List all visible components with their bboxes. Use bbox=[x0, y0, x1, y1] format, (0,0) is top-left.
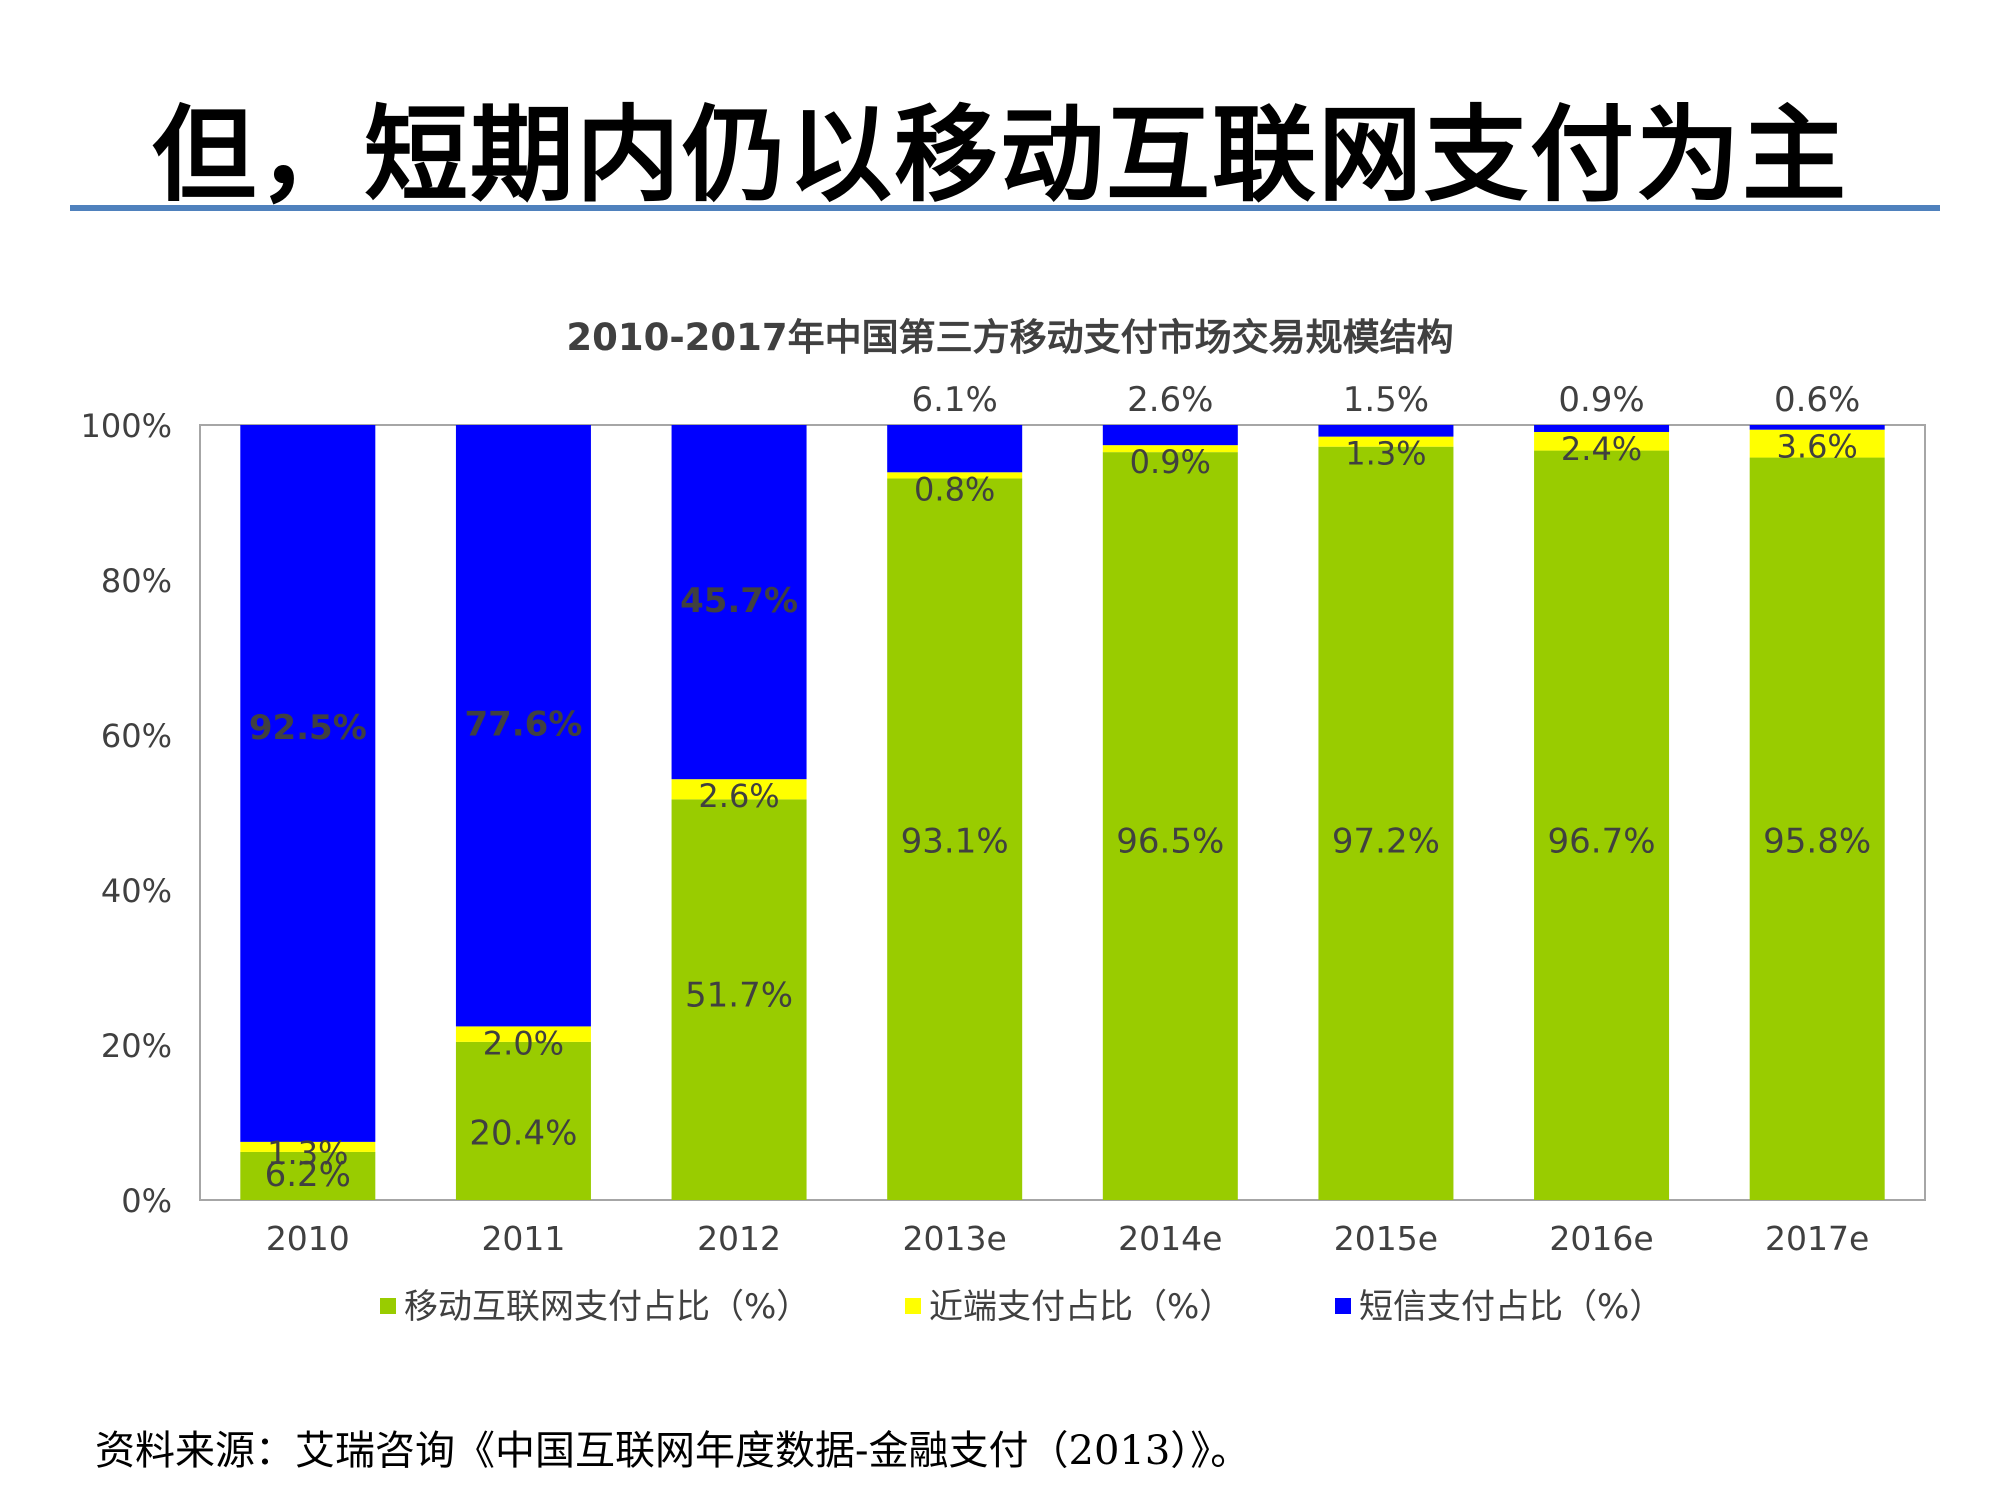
data-label: 0.9% bbox=[1558, 380, 1644, 420]
legend-label: 近端支付占比（%） bbox=[929, 1287, 1233, 1327]
x-axis: 2010 2011 2012 2013e 2014e 2015e 2016e 2017e bbox=[266, 1219, 1870, 1258]
chart-title: 2010-2017年中国第三方移动支付市场交易规模结构 bbox=[566, 316, 1453, 359]
legend: 移动互联网支付占比（%） 近端支付占比（%） 短信支付占比（%） bbox=[380, 1287, 1663, 1327]
legend-swatch bbox=[1335, 1298, 1351, 1314]
x-tick-label: 2017e bbox=[1765, 1219, 1869, 1258]
y-tick-label: 40% bbox=[101, 872, 172, 910]
data-label: 6.1% bbox=[911, 380, 997, 420]
data-labels: 6.2%1.3%92.5%20.4%2.0%77.6%51.7%2.6%45.7… bbox=[249, 380, 1871, 1195]
data-label: 92.5% bbox=[249, 708, 367, 748]
x-tick-label: 2010 bbox=[266, 1219, 350, 1258]
y-tick-label: 60% bbox=[101, 717, 172, 755]
data-label: 2.4% bbox=[1561, 430, 1642, 468]
x-tick-label: 2016e bbox=[1549, 1219, 1653, 1258]
y-tick-label: 20% bbox=[101, 1027, 172, 1065]
legend-swatch bbox=[380, 1298, 396, 1314]
bar-segment bbox=[1318, 436, 1454, 447]
data-label: 2.6% bbox=[1127, 380, 1213, 420]
x-tick-label: 2015e bbox=[1334, 1219, 1438, 1258]
title-divider bbox=[70, 205, 1940, 211]
y-tick-label: 80% bbox=[101, 562, 172, 600]
bar-segment bbox=[1102, 445, 1238, 453]
bars bbox=[240, 425, 1885, 1201]
bar-segment bbox=[240, 1141, 376, 1152]
stacked-bar-chart: 2010-2017年中国第三方移动支付市场交易规模结构 0% 20% 40% 60% 8… bbox=[81, 316, 1926, 1327]
data-label: 77.6% bbox=[464, 705, 582, 745]
bar-segment bbox=[1534, 431, 1670, 451]
y-tick-label: 100% bbox=[81, 407, 172, 445]
data-label: 1.5% bbox=[1343, 380, 1429, 420]
page-title: 但，短期内仍以移动互联网支付为主 bbox=[151, 94, 1848, 216]
data-label: 0.9% bbox=[1130, 443, 1211, 481]
legend-swatch bbox=[905, 1298, 921, 1314]
legend-label: 短信支付占比（%） bbox=[1359, 1287, 1663, 1327]
bar-segment bbox=[1102, 425, 1238, 446]
bar-segment bbox=[240, 425, 376, 1142]
plot-area-border bbox=[199, 424, 1926, 1201]
data-label: 51.7% bbox=[685, 975, 793, 1015]
bar-segment bbox=[1318, 446, 1454, 1200]
data-label: 96.7% bbox=[1548, 822, 1656, 862]
y-tick-label: 0% bbox=[121, 1182, 172, 1220]
bar-segment bbox=[455, 1026, 591, 1042]
source-note: 资料来源：艾瑞咨询《中国互联网年度数据-金融支付（2013）》。 bbox=[95, 1428, 1251, 1474]
data-label: 95.8% bbox=[1763, 822, 1871, 862]
bar-segment bbox=[887, 472, 1023, 479]
data-label: 1.3% bbox=[267, 1134, 348, 1172]
bar-segment bbox=[671, 425, 807, 780]
bar-segment bbox=[455, 1041, 591, 1200]
data-label: 6.2% bbox=[265, 1155, 351, 1195]
data-label: 2.0% bbox=[483, 1024, 564, 1062]
bar-segment bbox=[1749, 457, 1885, 1200]
data-label: 0.6% bbox=[1774, 380, 1860, 420]
bar-segment bbox=[1749, 429, 1885, 458]
data-label: 93.1% bbox=[901, 822, 1009, 862]
data-label: 0.8% bbox=[914, 470, 995, 508]
bar-segment bbox=[1534, 450, 1670, 1200]
bar-segment bbox=[1534, 425, 1670, 432]
x-tick-label: 2012 bbox=[697, 1219, 781, 1258]
data-label: 3.6% bbox=[1777, 428, 1858, 466]
x-tick-label: 2011 bbox=[481, 1219, 565, 1258]
data-label: 45.7% bbox=[680, 581, 798, 621]
bar-segment bbox=[240, 1151, 376, 1200]
bar-segment bbox=[1749, 425, 1885, 430]
bar-segment bbox=[671, 799, 807, 1200]
data-label: 2.6% bbox=[698, 777, 779, 815]
bar-segment bbox=[887, 478, 1023, 1201]
legend-label: 移动互联网支付占比（%） bbox=[404, 1287, 810, 1327]
bar-segment bbox=[887, 425, 1023, 473]
data-label: 96.5% bbox=[1116, 822, 1224, 862]
bar-segment bbox=[1102, 452, 1238, 1200]
data-label: 20.4% bbox=[469, 1114, 577, 1154]
data-label: 97.2% bbox=[1332, 822, 1440, 862]
data-label: 1.3% bbox=[1345, 435, 1426, 473]
x-tick-label: 2013e bbox=[903, 1219, 1007, 1258]
bar-segment bbox=[1318, 425, 1454, 437]
bar-segment bbox=[671, 779, 807, 800]
x-tick-label: 2014e bbox=[1118, 1219, 1222, 1258]
bar-segment bbox=[455, 425, 591, 1027]
y-axis: 0% 20% 40% 60% 80% 100% bbox=[81, 407, 172, 1220]
